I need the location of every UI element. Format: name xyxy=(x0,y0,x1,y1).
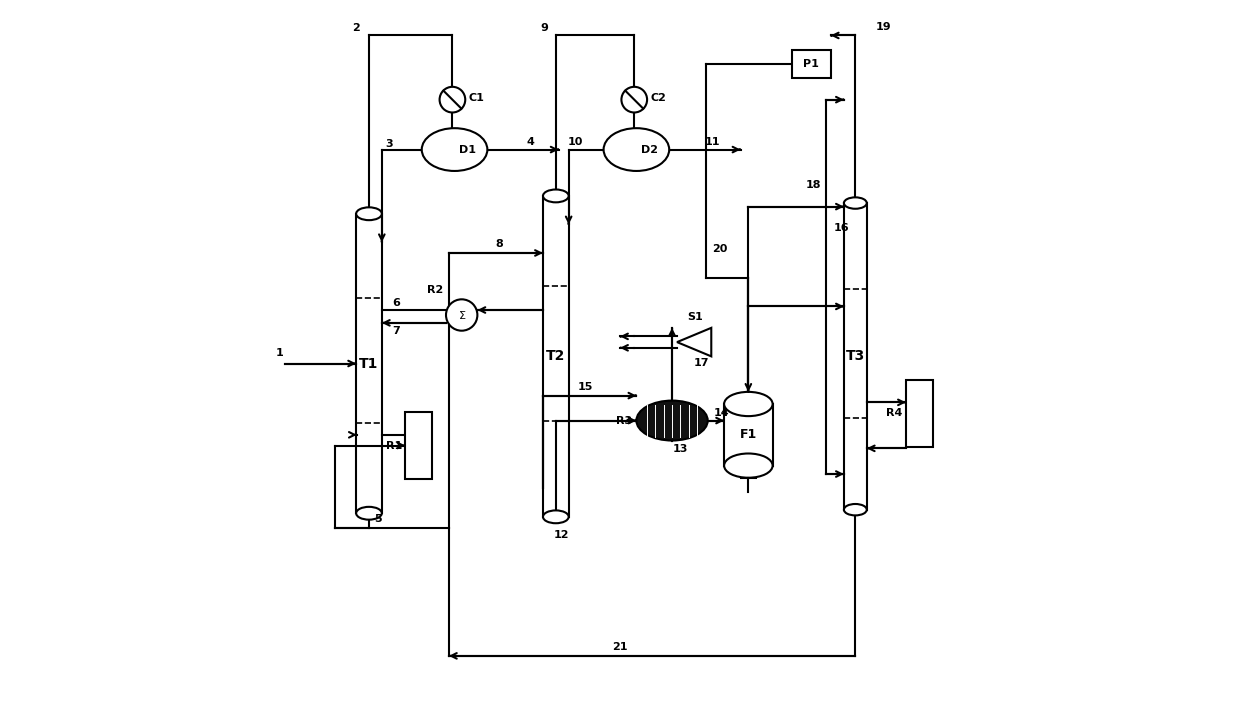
Bar xyxy=(724,404,773,465)
Text: 7: 7 xyxy=(392,326,401,337)
Text: R3: R3 xyxy=(616,416,632,425)
Text: S1: S1 xyxy=(688,312,703,322)
Text: 14: 14 xyxy=(714,409,730,419)
Text: 21: 21 xyxy=(613,643,627,652)
Bar xyxy=(543,196,569,517)
Ellipse shape xyxy=(543,510,569,523)
Ellipse shape xyxy=(724,454,773,478)
Text: 19: 19 xyxy=(875,22,892,32)
Text: T2: T2 xyxy=(546,350,565,364)
Bar xyxy=(405,411,433,479)
Circle shape xyxy=(621,87,647,113)
Ellipse shape xyxy=(356,207,382,220)
Text: 15: 15 xyxy=(578,382,594,392)
Bar xyxy=(906,379,932,447)
Ellipse shape xyxy=(724,392,773,416)
Text: T3: T3 xyxy=(846,350,866,364)
Text: 1: 1 xyxy=(275,348,283,358)
Text: 11: 11 xyxy=(704,137,719,148)
Ellipse shape xyxy=(844,197,867,209)
Text: C1: C1 xyxy=(469,93,485,103)
Text: 17: 17 xyxy=(693,358,709,369)
Text: R2: R2 xyxy=(427,285,443,295)
Bar xyxy=(844,203,867,510)
Polygon shape xyxy=(677,328,712,356)
Text: $\Sigma$: $\Sigma$ xyxy=(458,309,466,321)
Text: 5: 5 xyxy=(373,514,382,524)
Ellipse shape xyxy=(356,507,382,520)
Ellipse shape xyxy=(604,128,670,171)
Ellipse shape xyxy=(543,190,569,202)
Text: 12: 12 xyxy=(554,530,569,539)
Text: 13: 13 xyxy=(673,444,688,454)
Text: P1: P1 xyxy=(804,59,820,69)
Text: 8: 8 xyxy=(495,239,502,249)
Text: R1: R1 xyxy=(386,441,402,451)
Bar xyxy=(791,50,831,78)
Bar xyxy=(356,214,382,513)
Text: R4: R4 xyxy=(887,409,903,419)
Text: 16: 16 xyxy=(833,223,849,233)
Text: D2: D2 xyxy=(641,145,658,155)
Ellipse shape xyxy=(636,401,708,441)
Text: 10: 10 xyxy=(568,137,584,148)
Text: 9: 9 xyxy=(541,23,548,33)
Text: 4: 4 xyxy=(526,137,534,148)
Ellipse shape xyxy=(844,504,867,515)
Circle shape xyxy=(440,87,465,113)
Text: 6: 6 xyxy=(392,298,401,308)
Ellipse shape xyxy=(422,128,487,171)
Text: 2: 2 xyxy=(352,23,360,33)
Text: 18: 18 xyxy=(806,180,821,190)
Circle shape xyxy=(446,300,477,331)
Text: T1: T1 xyxy=(360,356,378,371)
Text: D1: D1 xyxy=(460,145,476,155)
Text: C2: C2 xyxy=(651,93,667,103)
Text: 20: 20 xyxy=(712,244,728,254)
Text: 3: 3 xyxy=(386,139,393,149)
Text: F1: F1 xyxy=(740,428,756,441)
